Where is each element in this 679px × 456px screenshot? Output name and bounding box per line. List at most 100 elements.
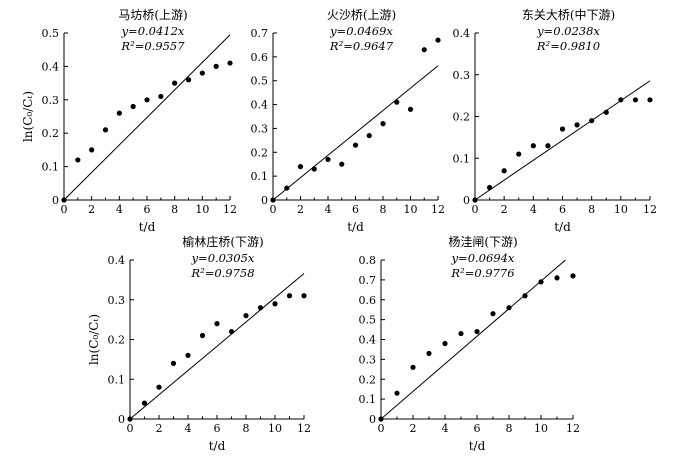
data-point [89,147,95,153]
y-tick-label: 0.6 [359,294,377,307]
x-tick-label: 10 [534,422,548,435]
r-squared: R²=0.9647 [329,39,394,53]
y-tick-label: 0.2 [251,146,269,159]
fit-line [380,259,566,420]
x-tick-label: 2 [297,203,304,216]
data-point [538,279,544,285]
chart-panel-2: 0 2 4 6 8 10 12 0 0.1 0.2 0.3 0.4 0.5 0.6 0.7 火沙桥(上游) y=… [251,8,446,234]
data-point [141,400,148,406]
y-tick-label: 0.4 [108,254,126,267]
x-tick-label: 6 [474,422,481,435]
y-tick-label: 0.2 [359,373,377,386]
x-tick-label: 2 [156,422,163,435]
r-squared: R²=0.9557 [120,39,185,53]
fit-line [474,80,651,201]
data-point [421,47,427,53]
chart-panel-5: 0 2 4 6 8 10 12 0 0.1 0.2 0.3 0.4 0.5 0.6 0.7 0.8 杨洼闸(下游… [359,234,581,453]
x-tick-label: 10 [268,422,282,435]
data-point [102,127,109,133]
fit-equation: y=0.0238x [536,24,600,38]
data-point [603,109,609,115]
y-tick-label: 0.2 [453,111,471,124]
x-tick-label: 6 [559,203,566,216]
y-axis-label: ln(C₀/Cₜ) [21,91,35,142]
y-tick-label: 0.7 [251,27,269,40]
data-point [270,197,276,203]
y-tick-label: 0.1 [42,161,60,174]
x-tick-label: 4 [442,422,449,435]
data-point [199,70,205,76]
fit-equation: y=0.0694x [451,251,515,265]
data-point [185,352,191,358]
chart-panel-4: 0 2 4 6 8 10 12 0 0.1 0.2 0.3 0.4 榆林庄桥(下游) y=0.0305xR… [87,234,311,453]
data-point [325,156,331,163]
data-point [410,364,416,370]
data-point [199,332,206,339]
y-tick-label: 0.5 [42,27,60,40]
data-point [570,273,576,279]
data-point [559,126,566,132]
x-tick-label: 4 [530,203,537,216]
data-point [522,293,528,299]
y-tick-label: 0.7 [359,274,377,287]
x-tick-label: 12 [431,203,445,216]
y-tick-label: 0.2 [42,127,60,140]
x-tick-label: 8 [243,422,250,435]
data-point [490,311,496,317]
data-point [407,106,414,112]
data-point [589,118,595,124]
y-tick-label: 0.4 [453,27,471,40]
data-point [486,184,493,191]
x-tick-label: 10 [195,203,209,216]
x-tick-label: 12 [566,422,580,435]
data-point [284,185,290,191]
x-tick-label: 8 [380,203,387,216]
r-squared: R²=0.9776 [450,266,514,280]
data-point [472,197,478,203]
data-point [116,110,122,116]
fit-equation: y=0.0469x [329,24,393,38]
y-tick-label: 0 [369,413,376,426]
y-tick-label: 0 [261,194,268,207]
x-tick-label: 0 [378,422,385,435]
data-point [339,161,345,167]
x-tick-label: 8 [588,203,595,216]
chart-title: 杨洼闸(下游) [448,234,517,249]
data-point [156,384,162,390]
x-tick-label: 0 [127,422,134,435]
data-point [545,143,551,149]
data-point [394,390,400,396]
y-tick-label: 0 [52,194,59,207]
x-tick-label: 2 [501,203,508,216]
x-tick-label: 8 [171,203,178,216]
data-point [380,121,386,127]
chart-title: 东关大桥(中下游) [522,7,615,22]
y-tick-label: 0.3 [453,69,471,82]
y-tick-label: 0.3 [251,122,269,135]
x-tick-label: 4 [185,422,192,435]
data-point [618,97,624,103]
y-tick-label: 0 [463,194,470,207]
chart-panel-3: 0 2 4 6 8 10 12 0 0.1 0.2 0.3 0.4 东关大桥(中下游) y=0.0238x… [453,7,658,234]
fit-line [129,273,305,420]
y-tick-label: 0.5 [251,75,269,88]
x-tick-label: 2 [410,422,417,435]
data-point [172,80,178,86]
data-point [530,143,536,149]
y-tick-label: 0.3 [42,94,60,107]
data-point [442,340,448,347]
y-tick-label: 0.1 [453,152,471,165]
x-tick-label: 6 [352,203,359,216]
y-tick-label: 0.5 [359,314,377,327]
data-point [185,77,192,83]
fit-equation: y=0.0305x [191,251,255,265]
x-tick-label: 12 [297,422,311,435]
fit-line [272,65,439,201]
data-point [127,416,133,422]
data-point [394,99,400,105]
data-point [458,330,464,337]
y-tick-label: 0.8 [359,254,377,267]
x-tick-label: 10 [404,203,418,216]
data-point [286,293,293,299]
